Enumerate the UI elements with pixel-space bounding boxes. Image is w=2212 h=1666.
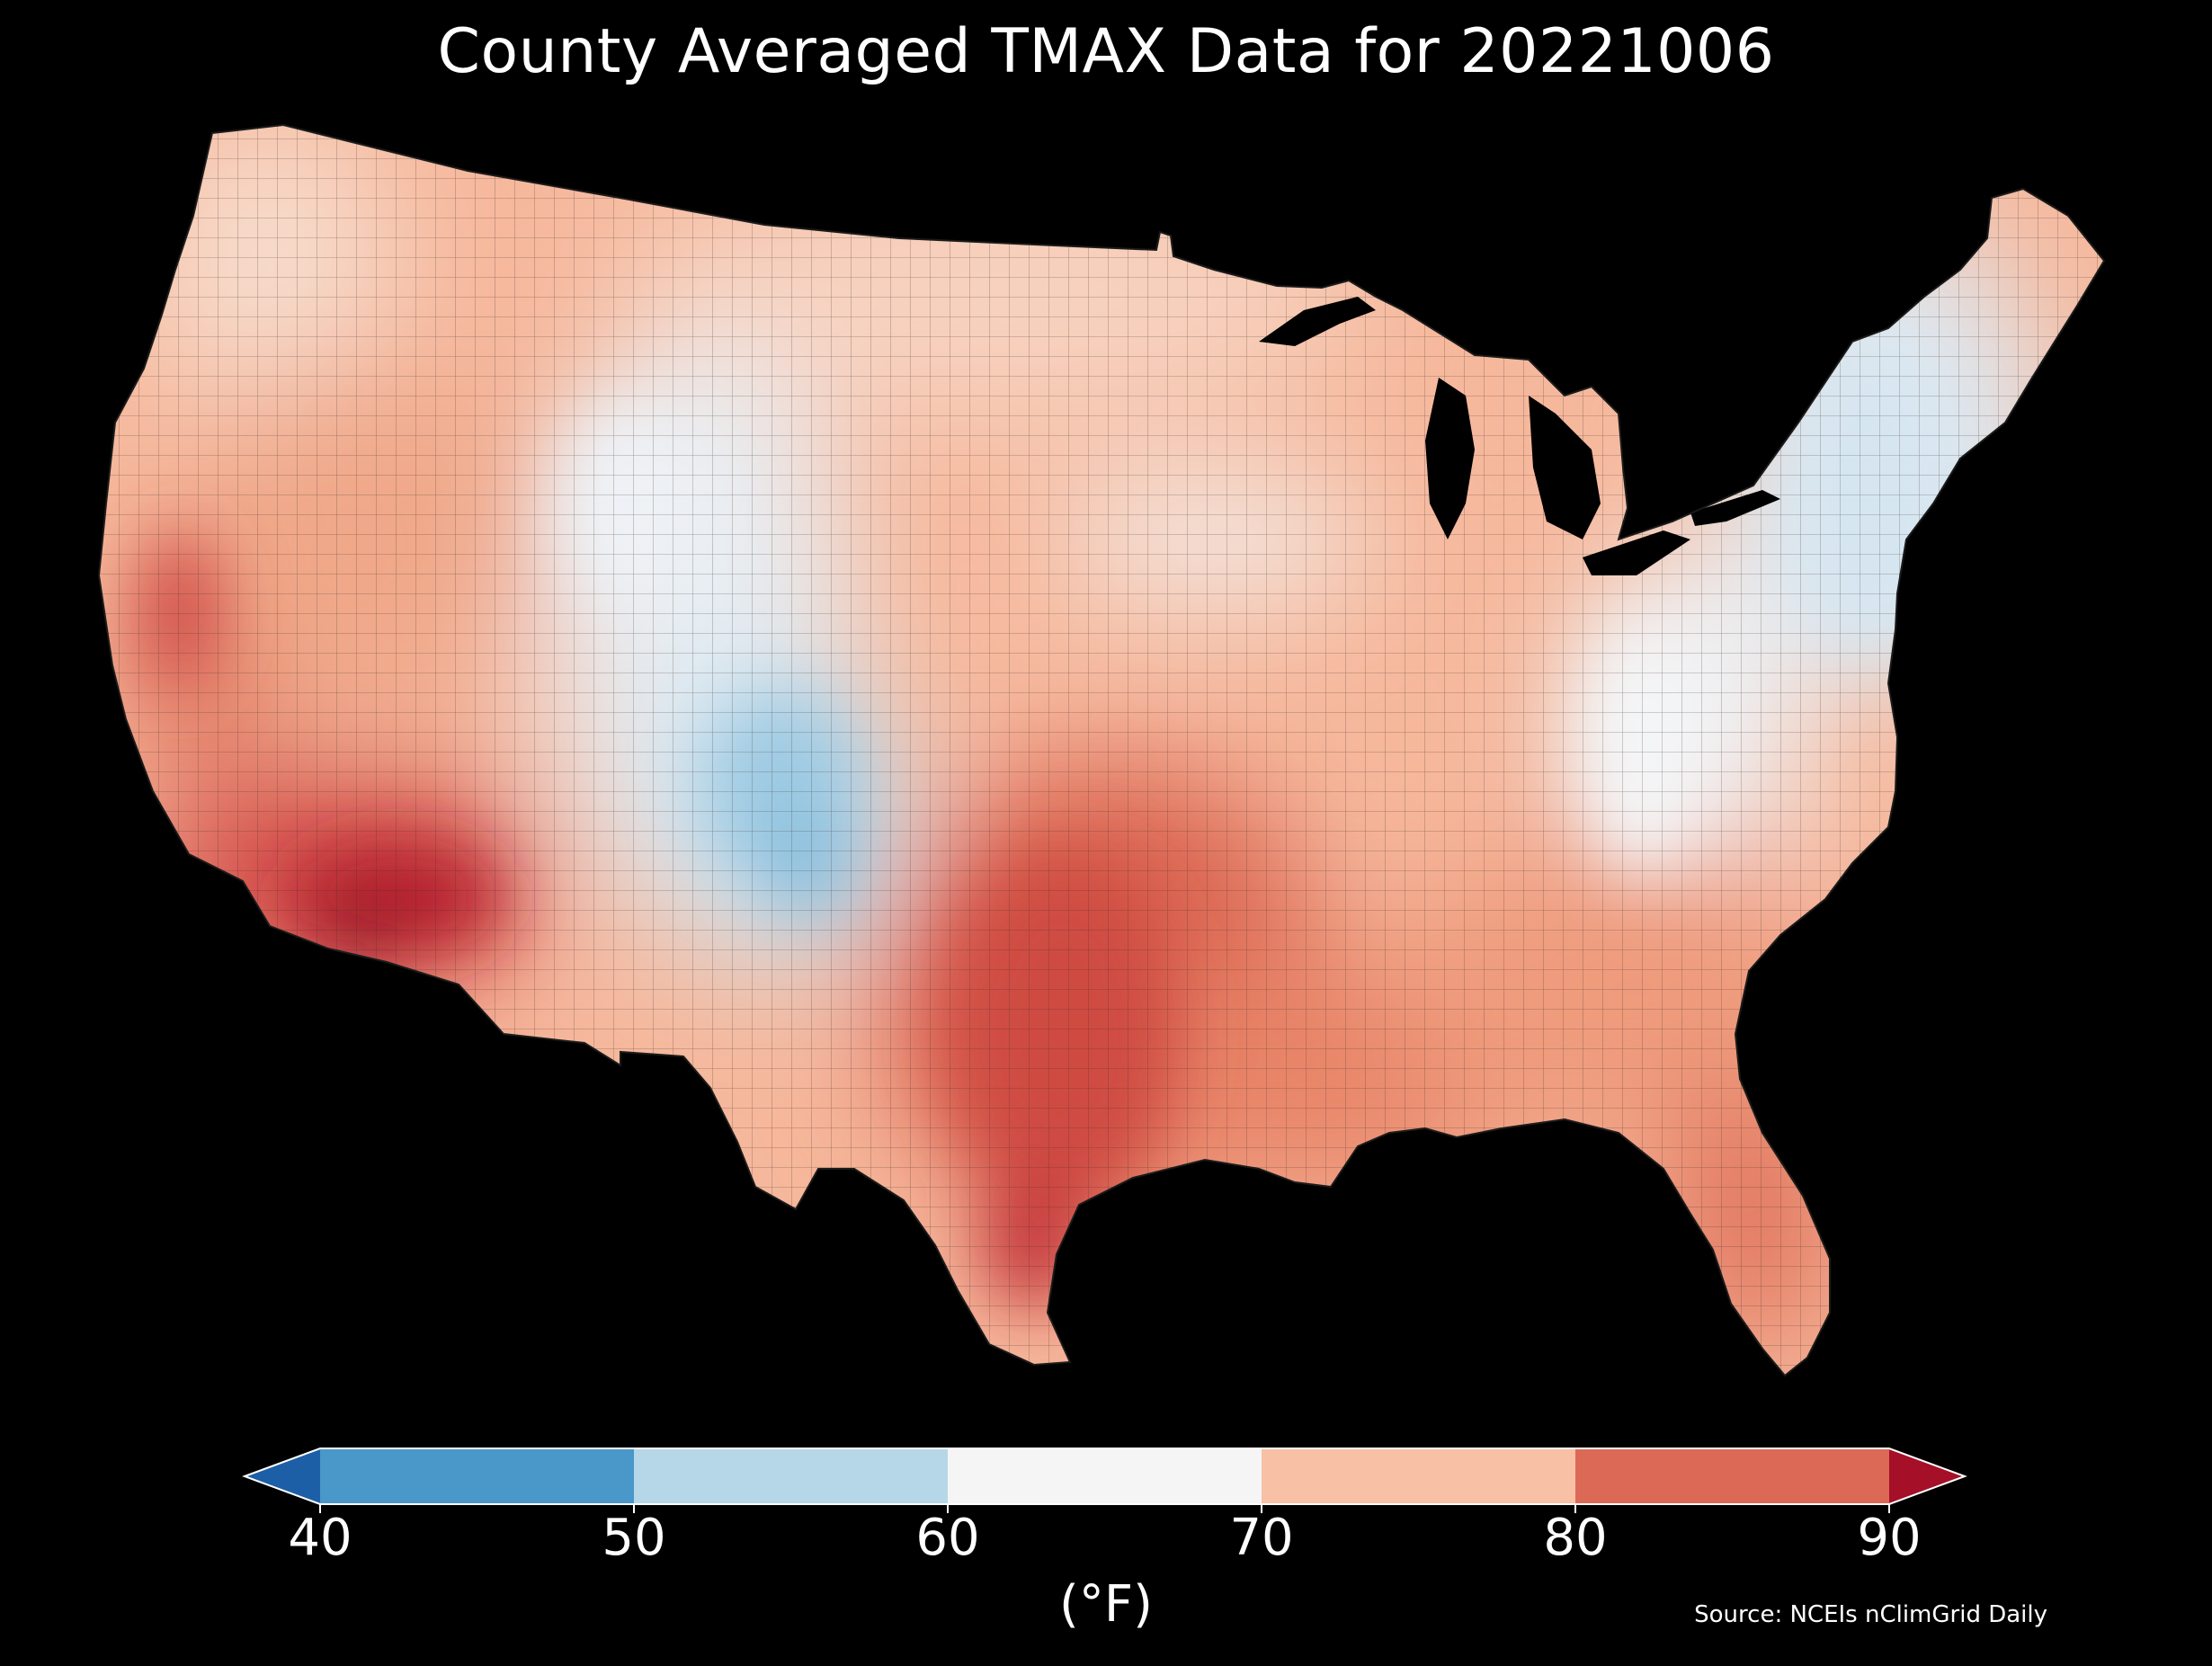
colorbar-tick-label: 50 (602, 1509, 666, 1567)
colorbar-tick-label: 40 (288, 1509, 352, 1567)
colorbar (242, 1448, 1967, 1513)
colorbar-bin-70-80 (1262, 1448, 1575, 1504)
colorbar-tick-label: 70 (1229, 1509, 1294, 1567)
map-title: County Averaged TMAX Data for 20221006 (437, 16, 1775, 87)
colorbar-bin-60-70 (948, 1448, 1262, 1504)
great-lakes (1259, 297, 1780, 575)
colorbar-tick-label: 80 (1543, 1509, 1608, 1567)
colorbar-bin-40-50 (320, 1448, 634, 1504)
source-note: Source: NCEIs nClimGrid Daily (1694, 1601, 2047, 1628)
colorbar-under-arrow (245, 1448, 320, 1504)
colorbar-over-arrow (1889, 1448, 1965, 1504)
colorbar-tick-label: 90 (1857, 1509, 1922, 1567)
colorbar-bin-50-60 (634, 1448, 948, 1504)
colorbar-tick-label: 60 (915, 1509, 980, 1567)
colorbar-bin-80-90 (1575, 1448, 1889, 1504)
colorbar-unit-label: (°F) (1059, 1575, 1153, 1634)
